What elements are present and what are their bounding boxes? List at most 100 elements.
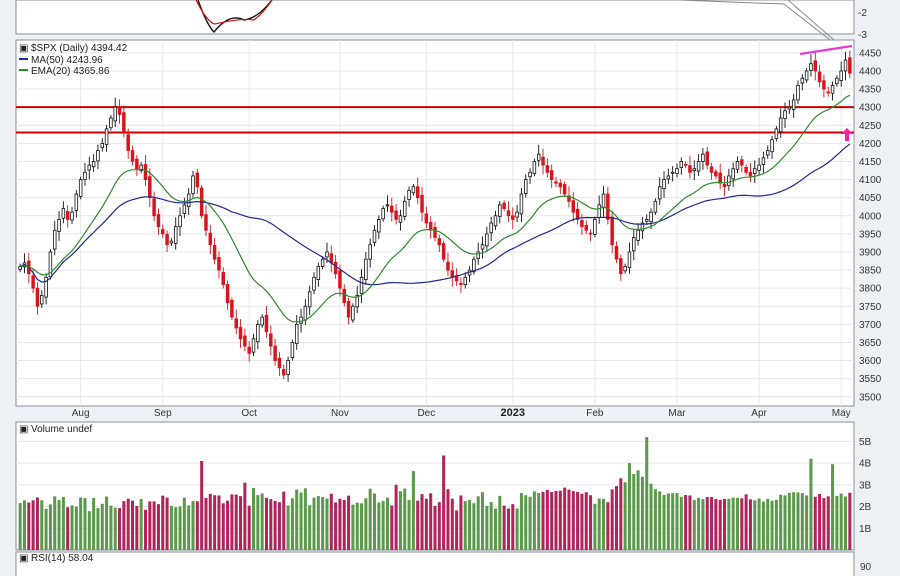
candle-body [342,288,346,304]
volume-bar [22,500,26,550]
candle-body [696,161,701,172]
volume-bar [131,500,135,550]
candle-body [264,314,269,332]
candle-body [558,182,563,188]
volume-bar [407,500,411,550]
candle-body [260,316,264,326]
volume-bar [679,496,683,550]
volume-bar [761,501,765,550]
volume-bar [230,494,234,550]
volume-bar [48,504,52,550]
volume-bar [662,495,666,550]
prev-indicator-signal [195,0,273,25]
volume-bar [792,492,796,550]
candle-body [666,175,671,180]
candle-body [290,342,295,359]
trend-line [799,44,853,56]
candle-body [463,276,467,285]
y-tick-label: 4150 [859,157,882,168]
candle-body [96,150,100,162]
candle-body [515,211,519,218]
prev-indicator-line [197,0,273,34]
volume-bar [433,505,437,550]
candle-body [148,176,152,199]
candle-body [126,134,130,152]
rsi-panel [15,551,855,576]
candle-body [839,70,843,81]
candle-body [238,327,243,340]
volume-bar [53,496,57,550]
candle-body [122,112,126,133]
candle-body [368,244,372,260]
volume-bar [835,495,839,550]
volume-bar [645,437,649,550]
candle-body [247,346,251,354]
volume-bar [35,497,39,550]
candle-body [355,294,359,308]
candle-body [757,164,761,171]
volume-bar [571,491,575,550]
candle-body [545,165,550,173]
y-tick-label: 3750 [859,302,882,313]
candle-body [91,161,96,168]
candle-body [800,77,805,84]
candle-body [70,211,74,221]
volume-bar [372,493,377,550]
month-label: Apr [751,408,767,419]
candle-body [597,204,601,219]
volume-bar [342,500,346,550]
candle-body [709,166,714,173]
volume-bar [481,492,485,550]
volume-bar [398,491,402,550]
candle-body [385,204,390,207]
candle-body [329,253,334,264]
volume-bar [623,482,627,550]
volume-bar [610,489,614,550]
candle-body [645,218,649,222]
volume-bar [87,511,91,550]
volume-bar [118,508,122,550]
candle-body [450,270,455,278]
volume-bar [92,498,96,550]
candle-body [135,158,139,170]
candle-body [519,193,524,215]
candle-body [541,156,545,166]
volume-bar [455,510,459,550]
volume-bar [100,503,104,550]
volume-bar [364,498,368,550]
y-tick-label: 3900 [859,247,882,258]
candle-body [476,251,480,260]
candle-body [381,208,385,220]
candle-body [528,171,532,178]
candle-body [420,194,424,213]
candle-body [830,85,835,94]
volume-bar [429,493,433,550]
volume-bar [848,492,852,550]
volume-bar [96,508,100,550]
candle-body [87,164,92,171]
volume-bar [774,499,778,550]
volume-bar [420,494,424,550]
candle-body [722,183,727,188]
candle-body [282,369,286,376]
volume-bar [489,501,493,550]
candle-body [761,157,766,165]
candle-body [506,210,511,217]
candle-body [614,246,619,260]
volume-bar [524,495,528,550]
candle-body [18,266,22,270]
candle-body [156,214,161,228]
volume-bar [260,493,264,550]
y-tick-label: 4200 [859,139,882,150]
month-axis: AugSepOctNovDec2023FebMarAprMayJunJul [72,407,851,419]
candle-body [269,333,273,347]
candle-body [610,216,614,246]
candle-body [683,163,688,166]
volume-bar [805,495,809,550]
volume-bar [627,463,631,550]
volume-bar [476,496,480,550]
volume-bar [27,502,31,550]
y-tick-label: 3600 [859,356,882,367]
volume-bar [316,496,320,550]
volume-bar [264,497,268,550]
